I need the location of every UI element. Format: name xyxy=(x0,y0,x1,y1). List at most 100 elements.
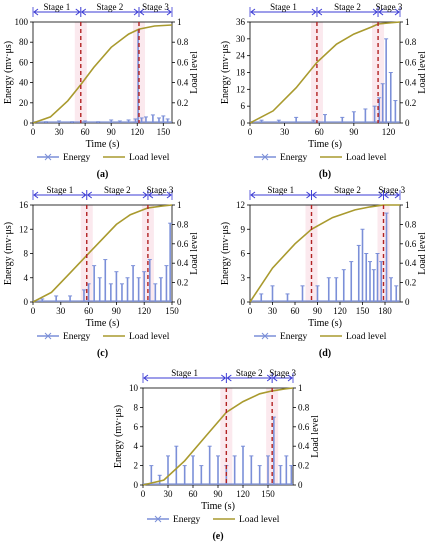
x-tick-label: 120 xyxy=(333,306,347,316)
x-tick-label: 30 xyxy=(280,127,290,137)
y-tick-label: 0 xyxy=(24,118,29,128)
x-axis-label: Time (s) xyxy=(308,318,342,329)
x-tick-label: 0 xyxy=(31,306,36,316)
y2-tick-label: 0.2 xyxy=(405,98,416,108)
stage-label: Stage 2 xyxy=(334,185,361,195)
stage-arrow-head xyxy=(143,374,149,382)
chart-panel-2: Stage 1 Stage 2 Stage 3 0 30 60 90 120 0 6 12 18 24 3… xyxy=(220,2,428,180)
stage-label: Stage 3 xyxy=(378,185,405,195)
x-tick-label: 90 xyxy=(107,127,117,137)
stage-boundary-shade xyxy=(305,205,318,302)
legend-energy-marker xyxy=(261,332,269,340)
x-tick-label: 60 xyxy=(84,306,94,316)
y2-tick-label: 0.2 xyxy=(405,278,416,288)
stage-arrow-head xyxy=(33,8,39,16)
legend-energy-label: Energy xyxy=(280,332,308,342)
x-tick-label: 60 xyxy=(315,127,325,137)
energy-baseline xyxy=(33,121,172,123)
y-tick-label: 6 xyxy=(241,249,246,259)
stage-label: Stage 1 xyxy=(171,368,198,378)
load-level-line xyxy=(32,24,173,124)
x-axis-label: Time (s) xyxy=(308,139,342,150)
load-level-line xyxy=(249,204,400,303)
stage-label: Stage 3 xyxy=(147,185,174,195)
stage-arrow-head xyxy=(86,191,93,199)
y2-tick-label: 1 xyxy=(405,17,410,27)
y2-tick-label: 0.4 xyxy=(177,78,189,88)
x-tick-label: 120 xyxy=(382,127,396,137)
stage-label: Stage 3 xyxy=(142,2,169,12)
y2-axis-label: Load level xyxy=(189,232,200,275)
y2-axis-label: Load level xyxy=(189,51,200,94)
y-tick-label: 60 xyxy=(19,57,29,67)
y-axis-label: Energy (mv·μs) xyxy=(3,41,14,104)
y2-tick-label: 0.4 xyxy=(405,258,417,268)
x-tick-label: 150 xyxy=(261,489,275,499)
y2-tick-label: 0 xyxy=(405,297,410,307)
y-tick-label: 4 xyxy=(24,273,29,283)
y-tick-label: 0 xyxy=(134,480,139,490)
stage-label: Stage 2 xyxy=(104,185,131,195)
y2-tick-label: 0.8 xyxy=(177,37,189,47)
stage-arrow-head xyxy=(311,191,317,199)
stage-arrow-head xyxy=(33,191,39,199)
x-tick-label: 30 xyxy=(268,306,278,316)
x-axis-label: Time (s) xyxy=(86,139,120,150)
y-tick-label: 100 xyxy=(15,17,29,27)
legend-load-label: Load level xyxy=(129,332,170,342)
legend-energy-label: Energy xyxy=(280,153,308,163)
stage-arrow-head xyxy=(250,191,256,199)
y2-tick-label: 0.8 xyxy=(405,219,417,229)
y2-tick-label: 1 xyxy=(177,200,182,210)
stage-arrow-head xyxy=(317,8,323,16)
legend-load-label: Load level xyxy=(239,515,280,525)
y-tick-label: 4 xyxy=(134,441,139,451)
panel-label: (d) xyxy=(319,348,331,359)
y2-tick-label: 0 xyxy=(298,480,303,490)
y2-tick-label: 0.8 xyxy=(405,37,417,47)
y2-tick-label: 0.8 xyxy=(298,402,310,412)
legend-energy-marker xyxy=(261,153,269,161)
stage-arrow-head xyxy=(166,8,172,16)
x-tick-label: 0 xyxy=(31,127,36,137)
panel-label: (e) xyxy=(212,531,223,542)
y-tick-label: 40 xyxy=(19,78,29,88)
y2-tick-label: 0.2 xyxy=(298,461,309,471)
chart-panel-5: Stage 1 Stage 2 Stage 3 0 30 60 90 120 150 0 2 4 6 8 1… xyxy=(113,368,321,542)
plot-frame xyxy=(32,21,173,124)
stage-arrow-head xyxy=(81,191,87,199)
chart-panel-4: Stage 1 Stage 2 Stage 30 30 60 90 120 150 180036… xyxy=(220,185,428,359)
x-tick-label: 90 xyxy=(313,306,323,316)
x-tick-label: 150 xyxy=(157,127,171,137)
y-tick-label: 6 xyxy=(241,101,246,111)
x-tick-label: 90 xyxy=(214,489,224,499)
y-tick-label: 8 xyxy=(134,402,139,412)
stage-arrow-head xyxy=(166,191,172,199)
y2-tick-label: 0.2 xyxy=(177,278,188,288)
stage-arrow-head xyxy=(221,374,227,382)
stage-label: Stage 3 xyxy=(376,2,403,12)
y2-tick-label: 0.4 xyxy=(405,78,417,88)
y2-tick-label: 0 xyxy=(405,118,410,128)
energy-baseline xyxy=(250,121,400,123)
y-tick-label: 24 xyxy=(236,51,246,61)
stage-arrow-head xyxy=(133,8,139,16)
x-tick-label: 0 xyxy=(248,306,253,316)
x-tick-label: 90 xyxy=(349,127,359,137)
stage-arrow-head xyxy=(250,8,256,16)
stage-arrow-head xyxy=(142,191,148,199)
stage-arrow-head xyxy=(372,8,378,16)
y-tick-label: 80 xyxy=(19,37,29,47)
y-tick-label: 12 xyxy=(236,200,245,210)
stage-arrow-head xyxy=(394,8,400,16)
y-axis-label: Energy (mv·μs) xyxy=(113,405,124,468)
y-tick-label: 20 xyxy=(19,98,29,108)
legend-load-label: Load level xyxy=(346,332,387,342)
stage-label: Stage 3 xyxy=(269,368,296,378)
stage-label: Stage 1 xyxy=(44,2,71,12)
y-tick-label: 10 xyxy=(129,383,139,393)
stage-boundary-shade xyxy=(80,205,93,302)
energy-baseline xyxy=(250,300,400,302)
stage-arrow-head xyxy=(266,374,273,382)
